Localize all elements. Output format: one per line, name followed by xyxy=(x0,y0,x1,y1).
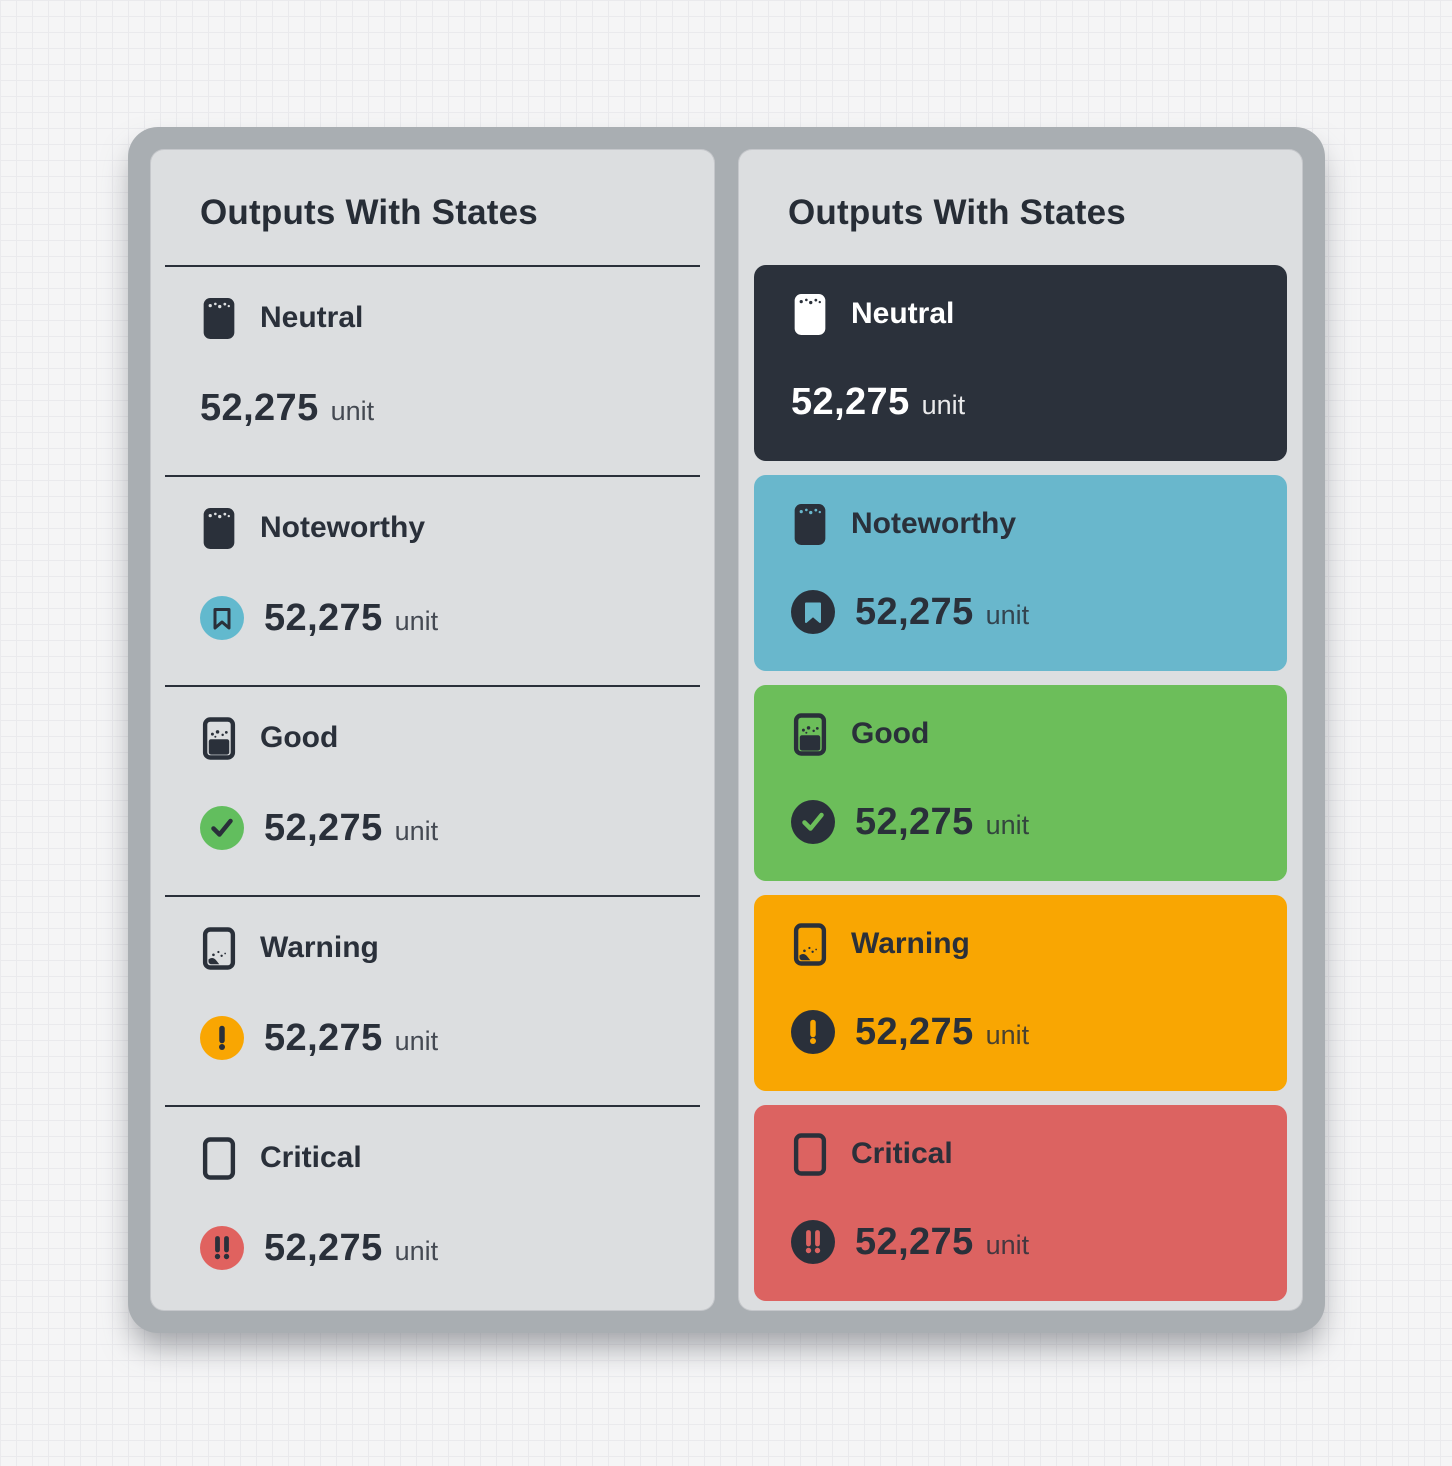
state-unit: unit xyxy=(394,815,439,846)
check-icon xyxy=(200,806,244,850)
exclamation-icon xyxy=(200,1016,244,1060)
jar-full-icon xyxy=(200,505,238,552)
state-row-warning: Warning 52,275 unit xyxy=(150,897,715,1105)
state-unit: unit xyxy=(394,605,439,636)
jar-half-icon xyxy=(200,715,238,762)
state-unit: unit xyxy=(394,1025,439,1056)
state-label: Good xyxy=(260,721,339,754)
state-chip-critical: Critical 52,275 unit xyxy=(754,1105,1287,1301)
state-unit: unit xyxy=(330,395,375,426)
state-value: 52,275 xyxy=(264,1226,383,1269)
divider xyxy=(165,1105,700,1107)
state-chip-warning: Warning 52,275 unit xyxy=(754,895,1287,1091)
jar-full-icon xyxy=(791,291,829,338)
panel-title: Outputs With States xyxy=(788,193,1126,232)
state-value: 52,275 xyxy=(200,386,319,429)
state-label: Good xyxy=(851,717,930,750)
state-label: Noteworthy xyxy=(260,511,425,544)
state-value: 52,275 xyxy=(855,1010,974,1053)
state-unit: unit xyxy=(394,1235,439,1266)
jar-empty-icon xyxy=(200,1135,238,1182)
bookmark-icon xyxy=(200,596,244,640)
state-label: Neutral xyxy=(851,297,955,330)
state-row-noteworthy: Noteworthy 52,275 unit xyxy=(150,477,715,685)
jar-full-icon xyxy=(791,501,829,548)
state-unit: unit xyxy=(985,1019,1030,1050)
state-value: 52,275 xyxy=(855,800,974,843)
state-unit: unit xyxy=(985,1229,1030,1260)
widget-frame[interactable]: Outputs With States Neutral 52,275 unit xyxy=(128,127,1325,1333)
state-unit: unit xyxy=(985,809,1030,840)
state-chip-good: Good 52,275 unit xyxy=(754,685,1287,881)
divider xyxy=(165,475,700,477)
state-label: Neutral xyxy=(260,301,364,334)
state-label: Critical xyxy=(260,1141,362,1174)
state-row-good: Good 52,275 unit xyxy=(150,687,715,895)
state-label: Warning xyxy=(260,931,379,964)
panel-title: Outputs With States xyxy=(200,193,538,232)
state-unit: unit xyxy=(985,599,1030,630)
jar-low-icon xyxy=(791,921,829,968)
state-label: Noteworthy xyxy=(851,507,1016,540)
state-value: 52,275 xyxy=(791,380,910,423)
double-exclamation-icon xyxy=(791,1220,835,1264)
state-value: 52,275 xyxy=(855,1220,974,1263)
state-value: 52,275 xyxy=(264,596,383,639)
state-value: 52,275 xyxy=(855,590,974,633)
state-label: Critical xyxy=(851,1137,953,1170)
state-unit: unit xyxy=(921,389,966,420)
state-value: 52,275 xyxy=(264,1016,383,1059)
state-value: 52,275 xyxy=(264,806,383,849)
panel-colored-states: Outputs With States Neutral 52,275 unit xyxy=(738,149,1303,1311)
jar-half-icon xyxy=(791,711,829,758)
state-label: Warning xyxy=(851,927,970,960)
divider xyxy=(165,685,700,687)
divider xyxy=(165,265,700,267)
state-row-critical: Critical 52,275 unit xyxy=(150,1107,715,1311)
panel-flat-states: Outputs With States Neutral 52,275 unit xyxy=(150,149,715,1311)
jar-full-icon xyxy=(200,295,238,342)
state-chip-noteworthy: Noteworthy 52,275 unit xyxy=(754,475,1287,671)
state-row-neutral: Neutral 52,275 unit xyxy=(150,267,715,475)
jar-empty-icon xyxy=(791,1131,829,1178)
divider xyxy=(165,895,700,897)
check-icon xyxy=(791,800,835,844)
state-chip-neutral: Neutral 52,275 unit xyxy=(754,265,1287,461)
exclamation-icon xyxy=(791,1010,835,1054)
bookmark-icon xyxy=(791,590,835,634)
double-exclamation-icon xyxy=(200,1226,244,1270)
jar-low-icon xyxy=(200,925,238,972)
